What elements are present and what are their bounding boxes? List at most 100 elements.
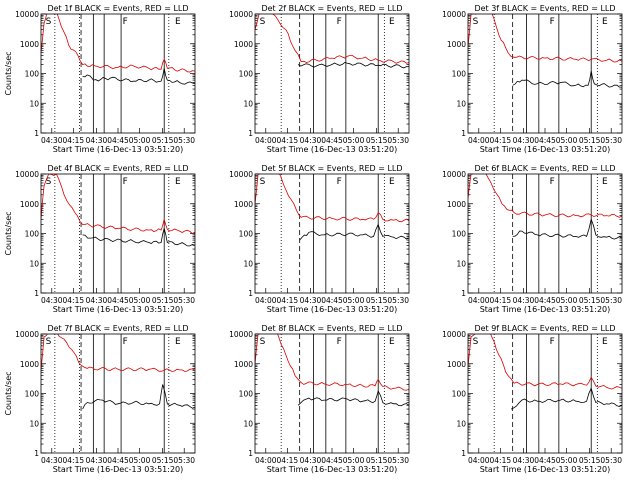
x-tick-label: 04:45 (321, 456, 343, 465)
y-tick-label: 100 (239, 230, 254, 239)
lld-series-line (468, 334, 622, 390)
y-tick-label: 1000 (234, 360, 253, 369)
x-axis-label: Start Time (16-Dec-13 03:51:20) (480, 145, 611, 154)
y-tick-label: 10 (243, 259, 253, 268)
series-group (255, 334, 409, 407)
events-series-line (82, 228, 195, 247)
y-tick-label: 10 (243, 99, 253, 108)
chart-panel: Det 6f BLACK = Events, RED = LLD 1 10 100 10… (442, 164, 623, 314)
y-tick-label: 10000 (442, 170, 466, 179)
chart-panel: Det 4f BLACK = Events, RED = LLD Counts/s… (4, 164, 196, 314)
x-tick-label: 04:45 (107, 456, 129, 465)
y-tick-label: 10 (456, 259, 466, 268)
y-tick-label: 100 (239, 70, 254, 79)
y-tick-label: 1 (34, 289, 39, 298)
interval-flag-label: S (260, 337, 266, 347)
x-tick-label: 04:15 (277, 136, 299, 145)
x-tick-label: 04:15 (63, 136, 85, 145)
y-tick-label: 1000 (20, 40, 39, 49)
events-series-line (512, 71, 622, 88)
chart-title: Det 9f BLACK = Events, RED = LLD (474, 324, 615, 333)
x-tick-label: 05:15 (152, 136, 174, 145)
chart-title: Det 1f BLACK = Events, RED = LLD (47, 4, 188, 13)
x-tick-label: 05:30 (600, 136, 622, 145)
series-group (468, 334, 622, 410)
interval-flag-label: F (337, 337, 342, 347)
x-axis-label: Start Time (16-Dec-13 03:51:20) (53, 465, 184, 474)
plot-frame (467, 13, 623, 134)
x-tick-label: 04:15 (490, 456, 512, 465)
y-tick-label: 1 (248, 289, 253, 298)
interval-flag-label: S (473, 17, 479, 27)
lld-series-line (41, 14, 195, 73)
interval-flag-label: S (260, 177, 266, 187)
x-tick-label: 05:15 (366, 296, 388, 305)
chart-title: Det 3f BLACK = Events, RED = LLD (474, 4, 615, 13)
interval-flag-label: E (602, 17, 608, 27)
plot-frame (467, 333, 623, 454)
interval-flag-label: F (550, 177, 555, 187)
y-tick-label: 100 (452, 230, 467, 239)
y-tick-label: 1 (248, 449, 253, 458)
x-tick-label: 04:30 (86, 136, 108, 145)
y-tick-label: 100 (239, 390, 254, 399)
y-tick-label: 10000 (229, 10, 253, 19)
y-tick-label: 1000 (447, 360, 466, 369)
lld-series-line (468, 14, 622, 63)
x-tick-label: 04:30 (41, 136, 63, 145)
lld-series-line (255, 14, 409, 64)
x-tick-label: 04:15 (63, 296, 85, 305)
x-tick-label: 04:30 (86, 456, 108, 465)
x-tick-label: 05:30 (173, 136, 195, 145)
x-tick-label: 04:30 (300, 136, 322, 145)
y-tick-label: 10000 (15, 330, 39, 339)
events-series-line (512, 217, 622, 240)
plot-frame (254, 13, 410, 134)
x-axis-label: Start Time (16-Dec-13 03:51:20) (267, 465, 398, 474)
events-series-line (297, 61, 409, 69)
plot-frame (40, 13, 196, 134)
interval-flag-label: E (602, 177, 608, 187)
x-tick-label: 05:15 (366, 136, 388, 145)
interval-flag-label: S (46, 177, 52, 187)
series-group (468, 174, 622, 240)
x-tick-label: 05:15 (152, 456, 174, 465)
interval-flag-label: F (123, 177, 128, 187)
x-tick-label: 04:45 (534, 296, 556, 305)
chart-title: Det 8f BLACK = Events, RED = LLD (261, 324, 402, 333)
y-tick-label: 10000 (15, 10, 39, 19)
y-tick-label: 10 (29, 99, 39, 108)
x-tick-label: 05:30 (600, 296, 622, 305)
x-tick-label: 05:00 (343, 136, 365, 145)
x-axis-label: Start Time (16-Dec-13 03:51:20) (53, 145, 184, 154)
interval-flag-label: E (389, 337, 395, 347)
chart-panel: Det 1f BLACK = Events, RED = LLD Counts/s… (4, 4, 196, 154)
y-tick-label: 10 (29, 419, 39, 428)
y-tick-label: 10 (456, 99, 466, 108)
interval-flag-label: S (473, 177, 479, 187)
y-tick-label: 100 (452, 390, 467, 399)
x-tick-label: 05:30 (387, 296, 409, 305)
x-tick-label: 04:00 (255, 296, 277, 305)
x-tick-label: 05:15 (579, 296, 601, 305)
y-tick-label: 1000 (447, 200, 466, 209)
lld-series-line (41, 334, 195, 372)
events-series-line (82, 384, 195, 410)
chart-panel: Det 2f BLACK = Events, RED = LLD 1 10 100 10… (229, 4, 410, 154)
y-tick-label: 10 (243, 419, 253, 428)
lld-series-line (468, 174, 622, 218)
interval-flag-label: E (175, 17, 181, 27)
y-tick-label: 10000 (442, 330, 466, 339)
y-axis-label: Counts/sec (4, 211, 13, 255)
x-tick-label: 05:15 (579, 136, 601, 145)
x-tick-label: 04:30 (513, 456, 535, 465)
chart-panel: Det 3f BLACK = Events, RED = LLD 1 10 100 10… (442, 4, 623, 154)
interval-flag-label: F (337, 177, 342, 187)
chart-title: Det 2f BLACK = Events, RED = LLD (261, 4, 402, 13)
x-axis-label: Start Time (16-Dec-13 03:51:20) (267, 305, 398, 314)
events-series-line (82, 68, 195, 85)
x-tick-label: 04:30 (86, 296, 108, 305)
series-group (41, 174, 195, 247)
y-axis-label: Counts/sec (4, 371, 13, 415)
interval-flag-label: S (473, 337, 479, 347)
